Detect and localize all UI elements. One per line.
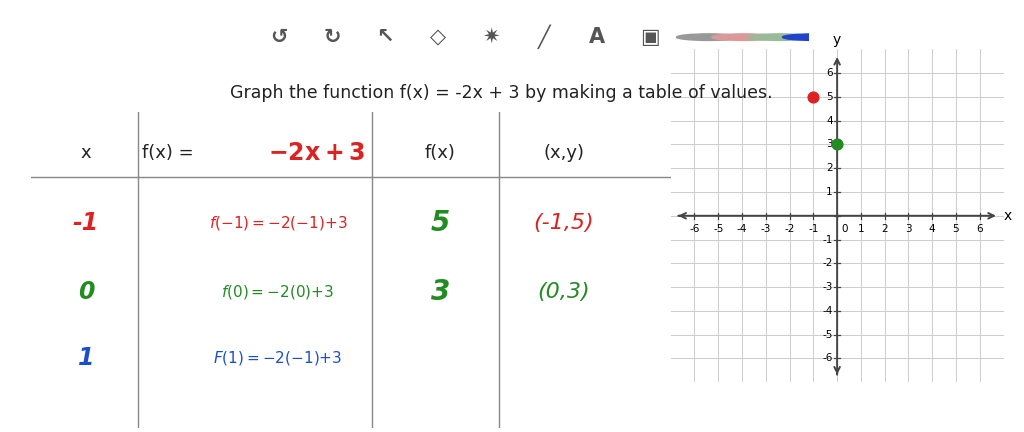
Text: 5: 5: [826, 92, 833, 102]
Circle shape: [677, 34, 741, 41]
Text: 5: 5: [952, 224, 959, 234]
Point: [829, 141, 846, 148]
Text: ╱: ╱: [538, 25, 550, 49]
Text: A: A: [589, 27, 605, 47]
Text: 1: 1: [78, 346, 94, 370]
Text: -3: -3: [822, 282, 833, 292]
Text: $F(1){=}{-}2(-1){+}3$: $F(1){=}{-}2(-1){+}3$: [213, 349, 342, 367]
Text: $f(-1){=}{-}2(-1){+}3$: $f(-1){=}{-}2(-1){+}3$: [209, 214, 347, 232]
Text: 3: 3: [431, 278, 450, 306]
Text: ✷: ✷: [482, 27, 500, 47]
Text: ↺: ↺: [270, 27, 288, 47]
Text: 3: 3: [826, 140, 833, 149]
Text: 5: 5: [431, 209, 450, 237]
Text: -5: -5: [822, 330, 833, 340]
Circle shape: [748, 34, 812, 41]
Text: ↻: ↻: [324, 27, 341, 47]
Text: 0: 0: [842, 224, 848, 234]
Text: ▣: ▣: [640, 27, 659, 47]
Text: 2: 2: [882, 224, 888, 234]
Text: ↖: ↖: [376, 27, 394, 47]
Text: (0,3): (0,3): [538, 282, 590, 302]
Text: 6: 6: [826, 68, 833, 78]
Text: f(x): f(x): [425, 144, 456, 162]
Text: 3: 3: [905, 224, 911, 234]
Text: ◇: ◇: [430, 27, 446, 47]
Text: $f(0){=}{-}2(0){+}3$: $f(0){=}{-}2(0){+}3$: [221, 283, 335, 301]
Text: 4: 4: [929, 224, 936, 234]
Text: (-1,5): (-1,5): [534, 213, 594, 233]
Text: -4: -4: [822, 306, 833, 316]
Text: x: x: [1004, 209, 1012, 223]
Text: 4: 4: [826, 116, 833, 126]
Text: y: y: [833, 33, 842, 47]
Text: -2: -2: [784, 224, 795, 234]
Text: -4: -4: [737, 224, 748, 234]
Text: 2: 2: [826, 163, 833, 173]
Text: (x,y): (x,y): [544, 144, 585, 162]
Text: -1: -1: [73, 211, 99, 235]
Text: 1: 1: [857, 224, 864, 234]
Text: Graph the function f(x) = -2x + 3 by making a table of values.: Graph the function f(x) = -2x + 3 by mak…: [230, 84, 773, 102]
Circle shape: [782, 34, 847, 41]
Text: 1: 1: [826, 187, 833, 197]
Text: -5: -5: [713, 224, 723, 234]
Text: -2: -2: [822, 258, 833, 268]
Text: x: x: [81, 144, 91, 162]
Text: -1: -1: [808, 224, 818, 234]
Text: 6: 6: [977, 224, 983, 234]
Point: [805, 93, 821, 100]
Text: -6: -6: [689, 224, 699, 234]
Circle shape: [712, 34, 776, 41]
Text: $\bf{-2x+3}$: $\bf{-2x+3}$: [268, 141, 366, 165]
Text: 0: 0: [78, 280, 94, 304]
Text: -6: -6: [822, 353, 833, 363]
Text: -1: -1: [822, 235, 833, 245]
Text: -3: -3: [761, 224, 771, 234]
Text: f(x) =: f(x) =: [142, 144, 200, 162]
